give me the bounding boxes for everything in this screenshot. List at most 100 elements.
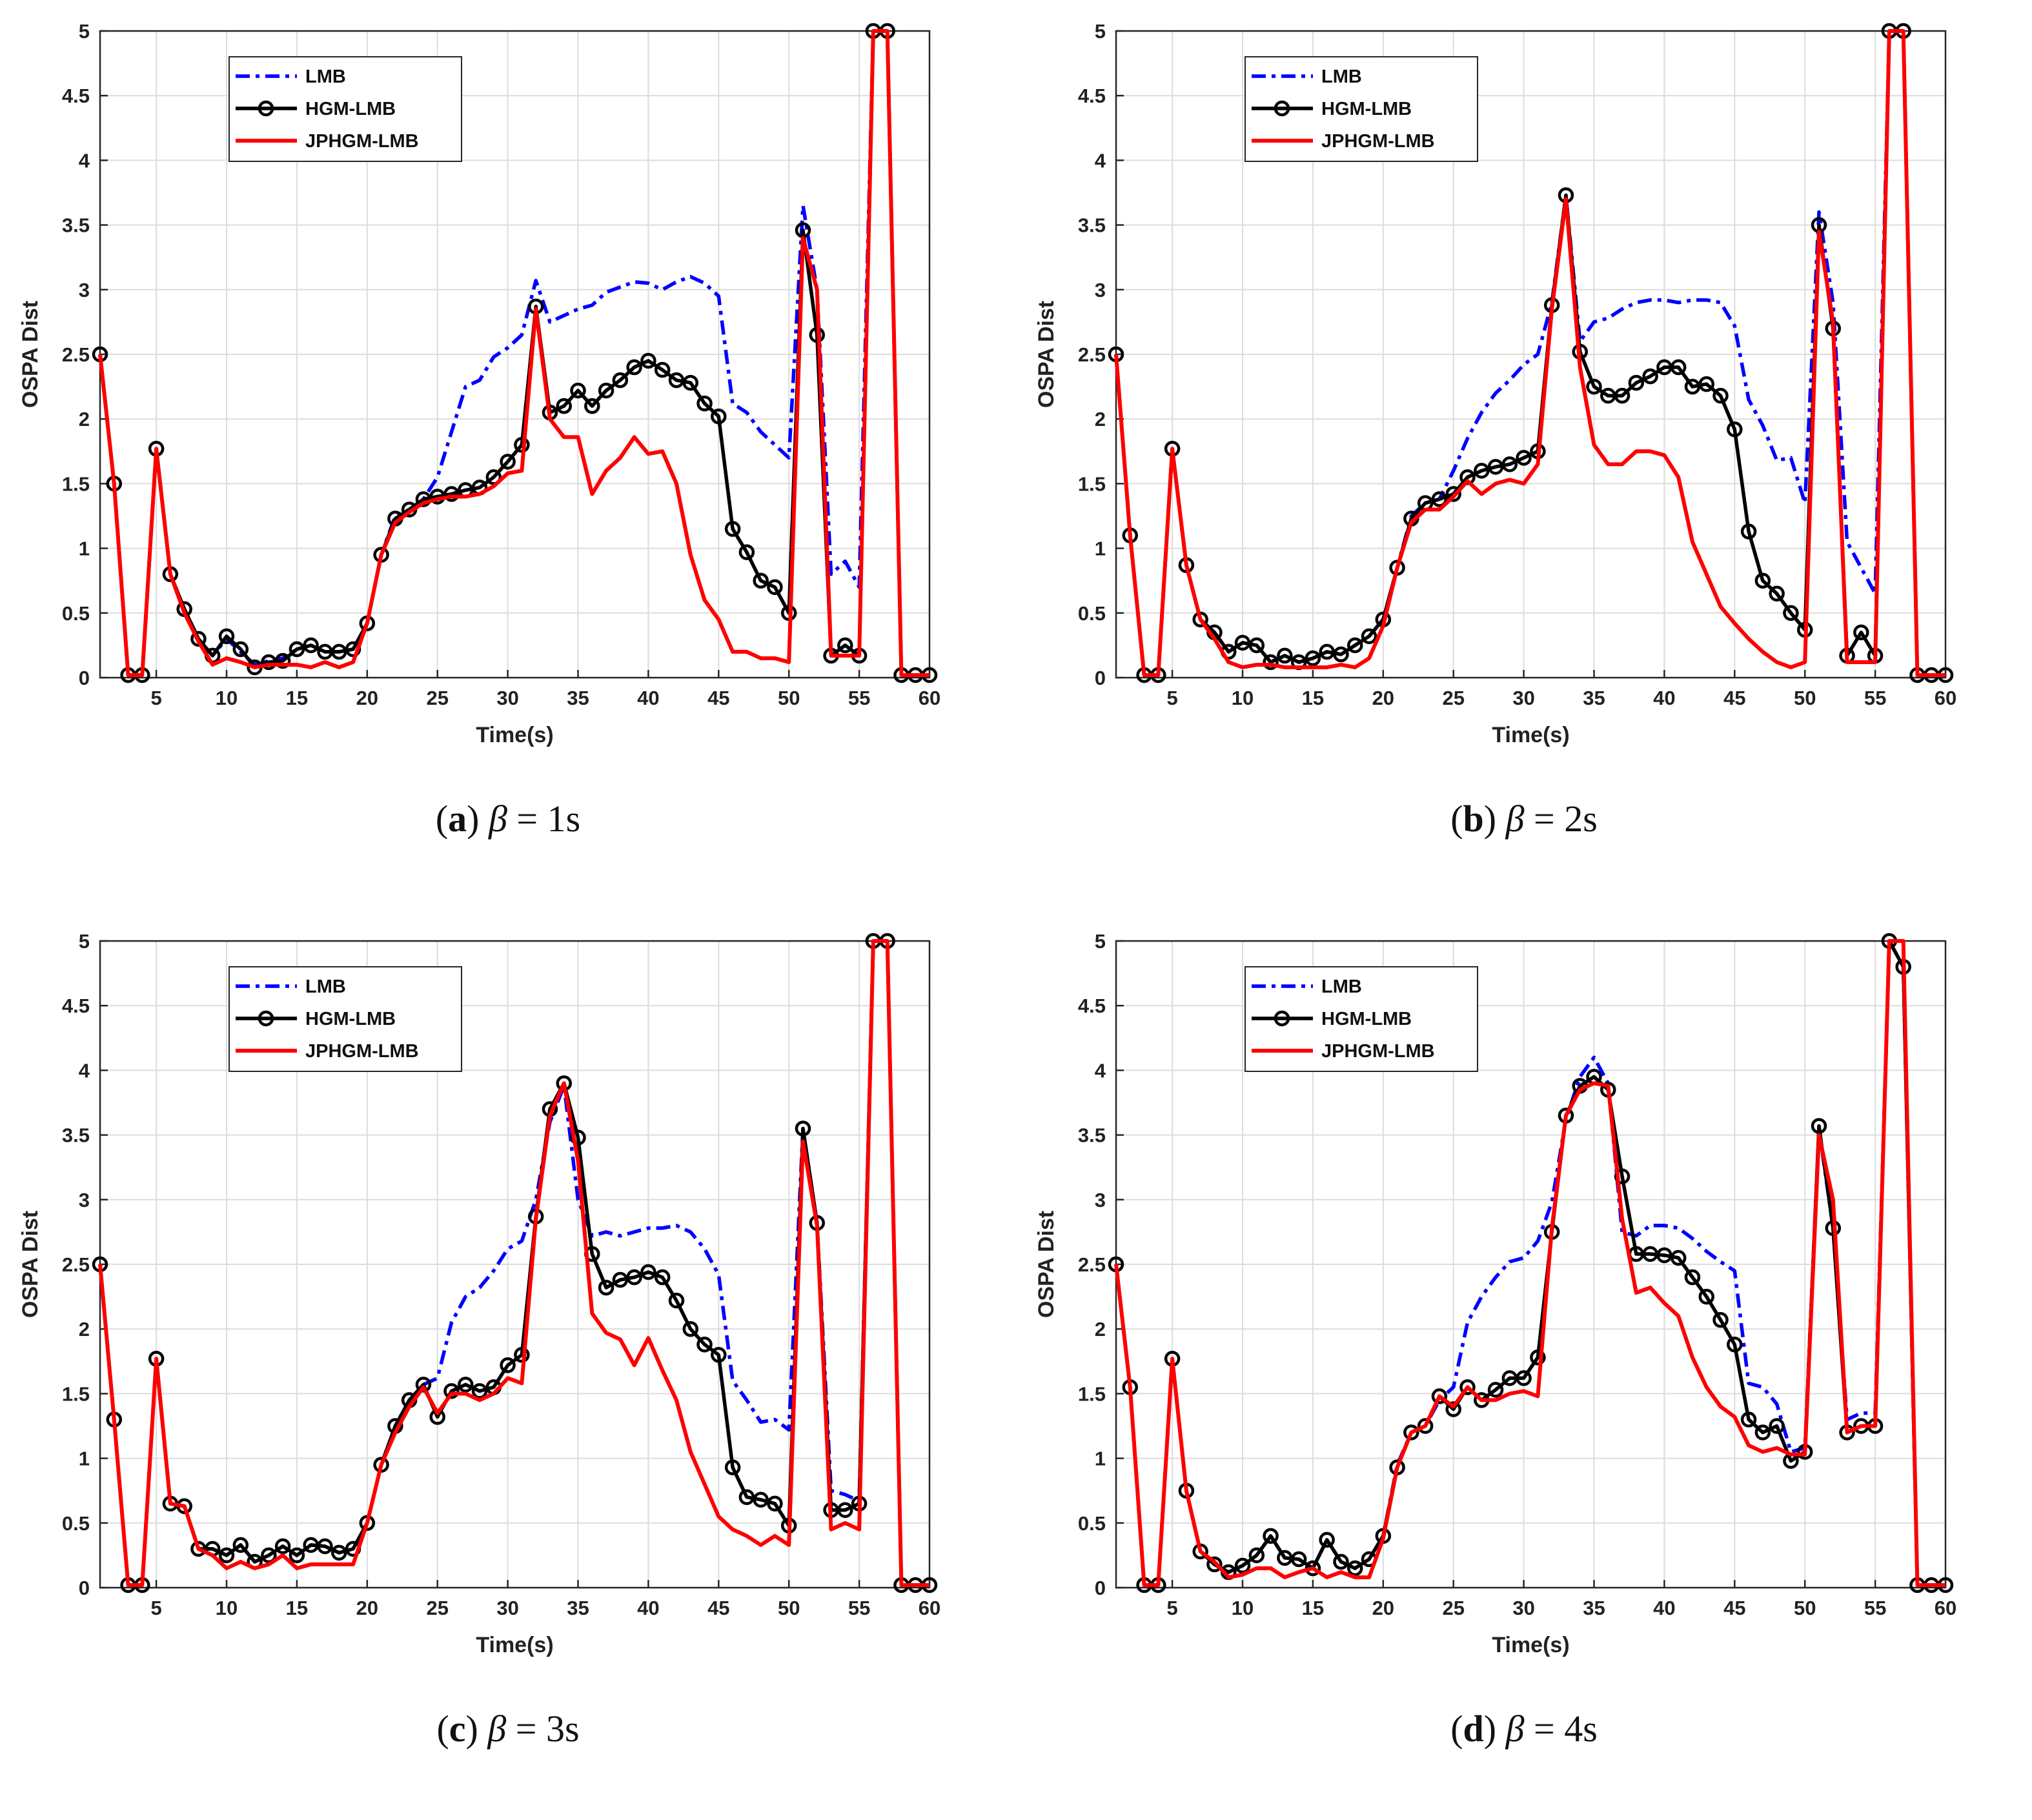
legend-marker <box>258 100 274 117</box>
caption-letter: c <box>449 1708 466 1750</box>
subplot-a: 5 10 15 20 25 30 35 40 45 50 55 60 0 0.5 1 1.5 2 2.5 3 3.5 4… <box>0 0 1016 910</box>
data-point <box>1501 456 1518 472</box>
data-point <box>1769 585 1785 602</box>
caption-c: (c) β = 3s <box>436 1708 580 1750</box>
y-tick-label: 2.5 <box>1078 343 1106 366</box>
y-axis: 0 0.5 1 1.5 2 2.5 3 3.5 4 4.5 5 <box>62 930 108 1599</box>
y-tick-label: 5 <box>79 20 90 43</box>
legend-label: JPHGM-LMB <box>1321 1041 1435 1062</box>
x-tick-label: 10 <box>216 1597 238 1619</box>
data-point <box>837 1502 853 1519</box>
data-point <box>1248 637 1265 654</box>
y-tick-label: 4 <box>1095 149 1106 172</box>
data-point <box>1684 378 1701 395</box>
data-point <box>1263 1528 1279 1544</box>
data-point <box>1670 1249 1687 1266</box>
legend-marker <box>1274 100 1290 117</box>
x-tick-label: 55 <box>1864 1597 1886 1619</box>
x-tick-label: 40 <box>1653 687 1675 709</box>
data-point <box>668 1292 685 1309</box>
data-point <box>612 372 629 389</box>
y-tick-label: 0 <box>1095 1577 1106 1599</box>
data-point <box>1853 624 1869 641</box>
x-tick-label: 5 <box>1166 1597 1177 1619</box>
x-axis-label: Time(s) <box>1492 1633 1569 1657</box>
caption-eq: = <box>516 798 538 840</box>
x-tick-label: 30 <box>496 1597 518 1619</box>
data-point <box>500 454 516 470</box>
x-tick-label: 60 <box>1935 687 1956 709</box>
caption-eq: = <box>515 1708 537 1750</box>
caption-b: (b) β = 2s <box>1450 798 1598 840</box>
y-tick-label: 1 <box>79 1448 90 1470</box>
y-tick-label: 3.5 <box>1078 1124 1106 1147</box>
series-group <box>1108 23 1954 683</box>
data-point <box>682 374 698 391</box>
data-point <box>274 1538 291 1555</box>
data-point <box>1712 1311 1729 1328</box>
data-point <box>1530 1350 1546 1366</box>
legend-label: HGM-LMB <box>305 1009 396 1029</box>
data-point <box>626 1269 642 1286</box>
data-point <box>767 1495 783 1512</box>
data-point <box>724 521 741 537</box>
y-tick-label: 0 <box>1095 667 1106 689</box>
y-tick-label: 4.5 <box>62 995 90 1017</box>
series-lmb <box>98 29 930 677</box>
y-tick-label: 0.5 <box>62 1512 90 1535</box>
data-point <box>724 1459 741 1475</box>
x-tick-label: 35 <box>1583 687 1605 709</box>
data-point <box>500 1357 516 1373</box>
y-tick-label: 3 <box>1095 279 1106 301</box>
data-point <box>1445 1401 1461 1417</box>
data-point <box>738 544 755 560</box>
data-point <box>682 1320 698 1337</box>
x-axis-label: Time(s) <box>476 1633 553 1657</box>
data-point <box>1740 1411 1757 1428</box>
caption-letter: d <box>1463 1708 1484 1750</box>
y-tick-label: 4.5 <box>62 85 90 107</box>
data-point <box>626 359 642 376</box>
x-tick-label: 50 <box>778 1597 800 1619</box>
caption-value: 4s <box>1564 1708 1598 1750</box>
data-point <box>1361 628 1377 645</box>
data-point <box>1277 647 1293 664</box>
data-point <box>1487 1382 1504 1398</box>
caption-letter: b <box>1463 798 1484 840</box>
data-point <box>654 361 671 378</box>
series-line <box>1114 939 1946 1587</box>
data-point <box>1445 486 1461 502</box>
data-point <box>1754 1424 1771 1441</box>
legend: LMB HGM-LMB JPHGM-LMB <box>1245 56 1478 162</box>
y-tick-label: 2 <box>1095 1318 1106 1340</box>
series-line <box>98 29 930 677</box>
data-point <box>1234 634 1251 651</box>
legend-label: HGM-LMB <box>1321 1009 1412 1029</box>
x-tick-label: 5 <box>150 1597 161 1619</box>
data-point <box>598 1279 615 1296</box>
y-axis-label: OSPA Dist <box>18 1211 43 1318</box>
data-point <box>738 1489 755 1505</box>
x-tick-label: 30 <box>1512 687 1534 709</box>
data-point <box>1698 376 1714 392</box>
legend-item-hgm-lmb: HGM-LMB <box>1252 99 1412 119</box>
data-point <box>1684 1269 1701 1286</box>
x-tick-label: 10 <box>1232 1597 1254 1619</box>
legend-item-lmb: LMB <box>236 66 346 87</box>
legend-item-hgm-lmb: HGM-LMB <box>236 1009 396 1029</box>
data-point <box>274 652 291 669</box>
data-point <box>1417 1418 1434 1434</box>
data-point <box>1474 463 1490 479</box>
series-jphgm-lmb <box>1114 939 1946 1587</box>
y-tick-label: 2 <box>79 1318 90 1340</box>
data-point <box>1586 378 1602 395</box>
data-point <box>795 1120 811 1137</box>
legend-label: JPHGM-LMB <box>305 131 419 152</box>
legend-item-jphgm-lmb: JPHGM-LMB <box>236 1041 419 1062</box>
data-point <box>1206 1556 1223 1573</box>
x-tick-label: 60 <box>919 687 940 709</box>
data-point <box>331 643 347 660</box>
x-tick-label: 55 <box>848 1597 870 1619</box>
caption-beta: β <box>487 1708 507 1750</box>
data-point <box>471 1383 488 1399</box>
